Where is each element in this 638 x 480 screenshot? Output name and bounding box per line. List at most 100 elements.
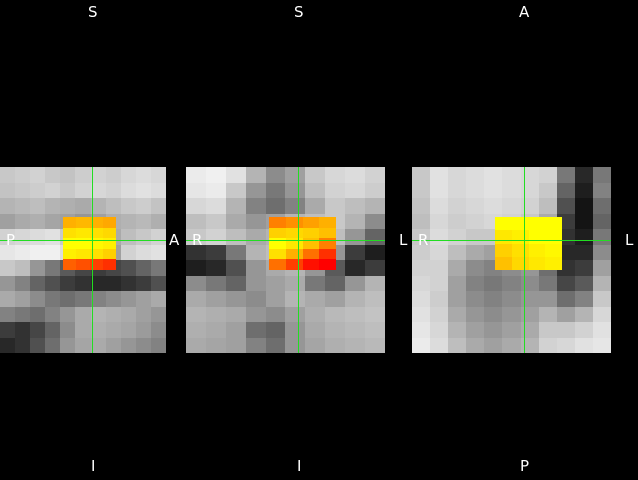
voxel xyxy=(345,198,366,214)
axial-view[interactable] xyxy=(412,167,611,353)
voxel xyxy=(574,275,593,291)
sagittal-view[interactable] xyxy=(0,167,166,353)
voxel xyxy=(466,306,485,322)
voxel xyxy=(412,198,431,214)
voxel xyxy=(285,182,306,198)
voxel xyxy=(265,275,286,291)
crosshair-horizontal xyxy=(186,240,385,241)
voxel xyxy=(245,182,266,198)
voxel xyxy=(520,306,539,322)
voxel xyxy=(245,322,266,338)
voxel xyxy=(0,167,16,183)
voxel xyxy=(538,182,557,198)
activation-voxel xyxy=(269,227,286,239)
voxel xyxy=(365,198,385,214)
voxel xyxy=(90,198,106,214)
voxel xyxy=(186,291,206,307)
voxel xyxy=(345,306,366,322)
view1-right-label: A xyxy=(169,231,180,249)
activation-voxel xyxy=(319,248,336,260)
voxel xyxy=(448,291,467,307)
voxel xyxy=(0,306,16,322)
voxel xyxy=(45,260,61,276)
voxel xyxy=(186,260,206,276)
voxel xyxy=(365,213,385,229)
voxel xyxy=(225,229,246,245)
voxel xyxy=(75,291,91,307)
crosshair-vertical xyxy=(524,167,525,353)
activation-voxel xyxy=(89,238,103,249)
voxel xyxy=(592,260,611,276)
view3-bottom-label: P xyxy=(520,457,530,475)
voxel xyxy=(245,291,266,307)
voxel xyxy=(245,229,266,245)
activation-voxel xyxy=(89,227,103,239)
voxel xyxy=(205,260,226,276)
view2-bottom-label: I xyxy=(297,457,302,475)
voxel xyxy=(45,275,61,291)
voxel xyxy=(245,260,266,276)
voxel xyxy=(325,182,346,198)
voxel xyxy=(345,275,366,291)
activation-voxel xyxy=(102,217,116,228)
voxel xyxy=(345,260,366,276)
voxel xyxy=(365,229,385,245)
voxel xyxy=(245,167,266,183)
voxel xyxy=(60,167,76,183)
voxel xyxy=(285,322,306,338)
voxel xyxy=(430,322,449,338)
voxel xyxy=(150,182,166,198)
voxel xyxy=(120,213,136,229)
voxel xyxy=(45,213,61,229)
activation-voxel xyxy=(63,227,77,239)
voxel xyxy=(0,260,16,276)
voxel xyxy=(60,337,76,353)
voxel xyxy=(45,322,61,338)
voxel xyxy=(430,275,449,291)
view2-left-label: R xyxy=(192,231,203,249)
activation-voxel xyxy=(269,248,286,260)
voxel xyxy=(15,260,31,276)
voxel xyxy=(30,275,46,291)
coronal-view[interactable] xyxy=(186,167,385,353)
voxel xyxy=(484,291,503,307)
voxel xyxy=(305,322,326,338)
voxel xyxy=(245,198,266,214)
voxel xyxy=(90,337,106,353)
voxel xyxy=(120,337,136,353)
voxel xyxy=(484,322,503,338)
voxel xyxy=(520,337,539,353)
activation-voxel xyxy=(285,227,303,239)
voxel xyxy=(45,291,61,307)
activation-voxel xyxy=(511,217,529,231)
view1-left-label: P xyxy=(6,231,16,249)
voxel xyxy=(120,260,136,276)
voxel xyxy=(0,275,16,291)
voxel xyxy=(448,229,467,245)
voxel xyxy=(430,167,449,183)
voxel xyxy=(30,229,46,245)
voxel xyxy=(186,322,206,338)
voxel xyxy=(225,275,246,291)
activation-voxel xyxy=(102,248,116,260)
voxel xyxy=(412,322,431,338)
activation-voxel xyxy=(285,217,303,228)
voxel xyxy=(484,306,503,322)
voxel xyxy=(520,291,539,307)
voxel xyxy=(448,167,467,183)
voxel xyxy=(205,244,226,260)
voxel xyxy=(325,198,346,214)
voxel xyxy=(225,182,246,198)
voxel xyxy=(574,291,593,307)
voxel xyxy=(205,306,226,322)
voxel xyxy=(205,182,226,198)
voxel xyxy=(150,198,166,214)
voxel xyxy=(186,182,206,198)
voxel xyxy=(305,182,326,198)
voxel xyxy=(466,229,485,245)
activation-voxel xyxy=(302,259,320,270)
voxel xyxy=(466,182,485,198)
voxel xyxy=(150,213,166,229)
voxel xyxy=(448,275,467,291)
voxel xyxy=(205,337,226,353)
